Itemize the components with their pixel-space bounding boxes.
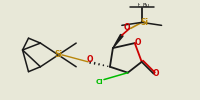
Text: t: t	[138, 3, 140, 8]
Text: O: O	[134, 38, 141, 47]
Text: Si: Si	[140, 18, 148, 27]
Text: O: O	[153, 69, 159, 78]
Text: Si: Si	[54, 50, 62, 59]
Text: O: O	[124, 23, 131, 32]
Text: Bu: Bu	[142, 3, 149, 8]
Polygon shape	[113, 34, 123, 48]
Text: Cl: Cl	[95, 79, 103, 85]
Text: O: O	[87, 55, 93, 64]
